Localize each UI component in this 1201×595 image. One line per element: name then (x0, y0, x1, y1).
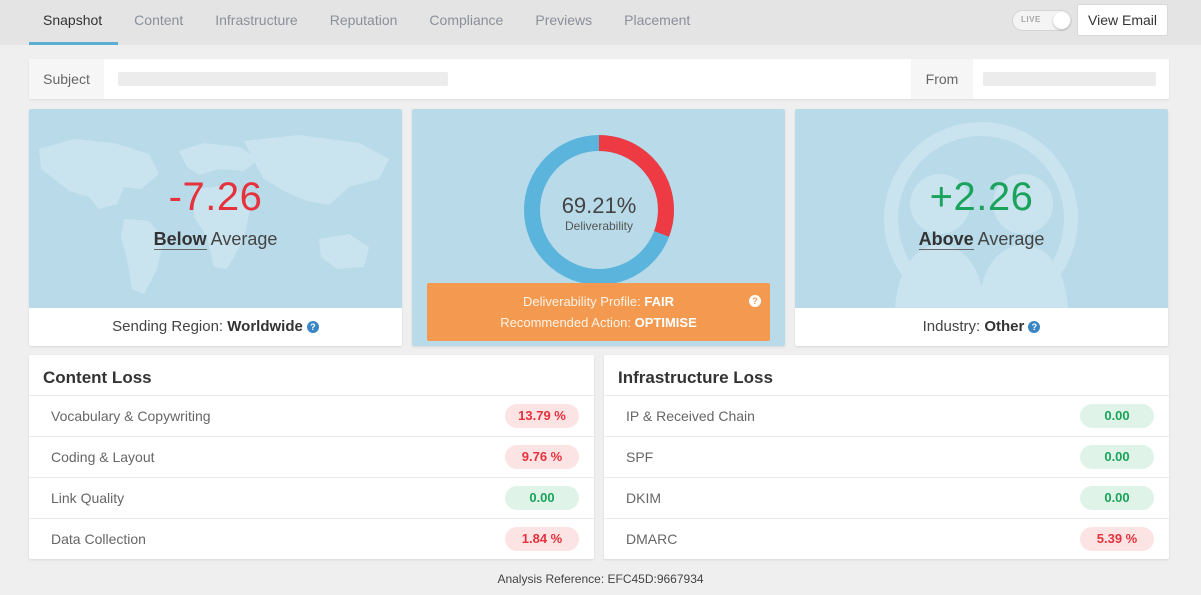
help-icon[interactable]: ? (749, 295, 761, 307)
live-toggle-label: LIVE (1021, 15, 1041, 24)
donut-chart (524, 135, 674, 285)
tab-content[interactable]: Content (134, 12, 184, 28)
row-name: IP & Received Chain (626, 408, 755, 424)
row-value-badge: 9.76 % (505, 445, 579, 469)
tab-snapshot[interactable]: Snapshot (29, 0, 119, 45)
help-icon[interactable]: ? (1028, 321, 1041, 333)
world-map-icon (39, 135, 389, 294)
region-comparison: Below Average (29, 229, 402, 250)
live-toggle[interactable]: LIVE (1012, 10, 1072, 31)
row-name: Coding & Layout (51, 449, 155, 465)
table-row[interactable]: Link Quality 0.00 (29, 477, 594, 518)
infrastructure-loss-title: Infrastructure Loss (618, 368, 773, 387)
industry-footer-value: Other (984, 318, 1025, 335)
row-value-badge: 0.00 (1080, 486, 1154, 510)
industry-score: +2.26 (929, 175, 1034, 219)
region-footer-label: Sending Region: (112, 318, 224, 335)
row-name: DMARC (626, 531, 678, 547)
row-value-badge: 0.00 (1080, 445, 1154, 469)
from-value-redacted (983, 72, 1156, 86)
row-name: DKIM (626, 490, 661, 506)
top-bar: Snapshot Content Infrastructure Reputati… (0, 0, 1201, 45)
region-score: -7.26 (168, 175, 263, 219)
region-card-top: -7.26 Below Average (29, 109, 402, 308)
industry-comparison: Above Average (795, 229, 1168, 250)
region-footer: Sending Region: Worldwide? (29, 308, 402, 346)
table-row[interactable]: SPF 0.00 (604, 436, 1169, 477)
donut-bad-arc (524, 135, 674, 285)
row-name: Data Collection (51, 531, 146, 547)
help-icon[interactable]: ? (306, 321, 319, 333)
content-loss-title: Content Loss (43, 368, 152, 387)
row-value-badge: 13.79 % (505, 404, 579, 428)
analysis-reference: Analysis Reference: EFC45D:9667934 (497, 572, 704, 586)
industry-card: +2.26 Above Average Industry: Other? (795, 109, 1168, 346)
content-loss-panel: Content Loss Vocabulary & Copywriting 13… (29, 355, 594, 559)
tab-infrastructure[interactable]: Infrastructure (215, 12, 298, 28)
deliverability-percent: 69.21% (561, 193, 637, 218)
deliverability-profile-box: Deliverability Profile: FAIR Recommended… (427, 283, 770, 341)
table-row[interactable]: DKIM 0.00 (604, 477, 1169, 518)
region-comparison-word: Below (153, 229, 207, 250)
subject-row: Subject From (29, 59, 1169, 99)
action-value: OPTIMISE (634, 315, 697, 330)
table-row[interactable]: IP & Received Chain 0.00 (604, 395, 1169, 436)
region-footer-value: Worldwide (227, 318, 303, 335)
view-email-button[interactable]: View Email (1077, 4, 1168, 36)
sending-region-card: -7.26 Below Average Sending Region: Worl… (29, 109, 402, 346)
table-row[interactable]: Coding & Layout 9.76 % (29, 436, 594, 477)
profile-label: Deliverability Profile: (522, 294, 641, 309)
row-name: SPF (626, 449, 654, 465)
row-value-badge: 5.39 % (1080, 527, 1154, 551)
action-label: Recommended Action: (500, 315, 632, 330)
row-name: Vocabulary & Copywriting (51, 408, 211, 424)
table-row[interactable]: DMARC 5.39 % (604, 518, 1169, 559)
industry-footer-label: Industry: (922, 318, 981, 335)
tab-placement[interactable]: Placement (624, 12, 691, 28)
row-value-badge: 0.00 (505, 486, 579, 510)
row-name: Link Quality (51, 490, 125, 506)
deliverability-donut (522, 133, 676, 287)
profile-value: FAIR (644, 294, 674, 309)
industry-average-word: Average (977, 229, 1045, 249)
subject-label: Subject (29, 59, 104, 99)
tab-reputation[interactable]: Reputation (329, 12, 398, 28)
row-value-badge: 1.84 % (505, 527, 579, 551)
region-average-word: Average (210, 229, 278, 249)
profile-line: Deliverability Profile: FAIR (427, 294, 770, 309)
tab-previews[interactable]: Previews (535, 12, 593, 28)
industry-people-icon (884, 122, 1078, 308)
subject-value-redacted (118, 72, 448, 86)
table-row[interactable]: Vocabulary & Copywriting 13.79 % (29, 395, 594, 436)
infrastructure-loss-panel: Infrastructure Loss IP & Received Chain … (604, 355, 1169, 559)
industry-card-top: +2.26 Above Average (795, 109, 1168, 308)
tab-list: Snapshot Content Infrastructure Reputati… (29, 0, 706, 45)
deliverability-label: Deliverability (564, 219, 634, 233)
action-line: Recommended Action: OPTIMISE (427, 315, 770, 330)
industry-footer: Industry: Other? (795, 308, 1168, 346)
from-label: From (911, 59, 973, 99)
toggle-knob (1053, 12, 1070, 29)
row-value-badge: 0.00 (1080, 404, 1154, 428)
tab-compliance[interactable]: Compliance (429, 12, 504, 28)
table-row[interactable]: Data Collection 1.84 % (29, 518, 594, 559)
industry-comparison-word: Above (918, 229, 974, 250)
